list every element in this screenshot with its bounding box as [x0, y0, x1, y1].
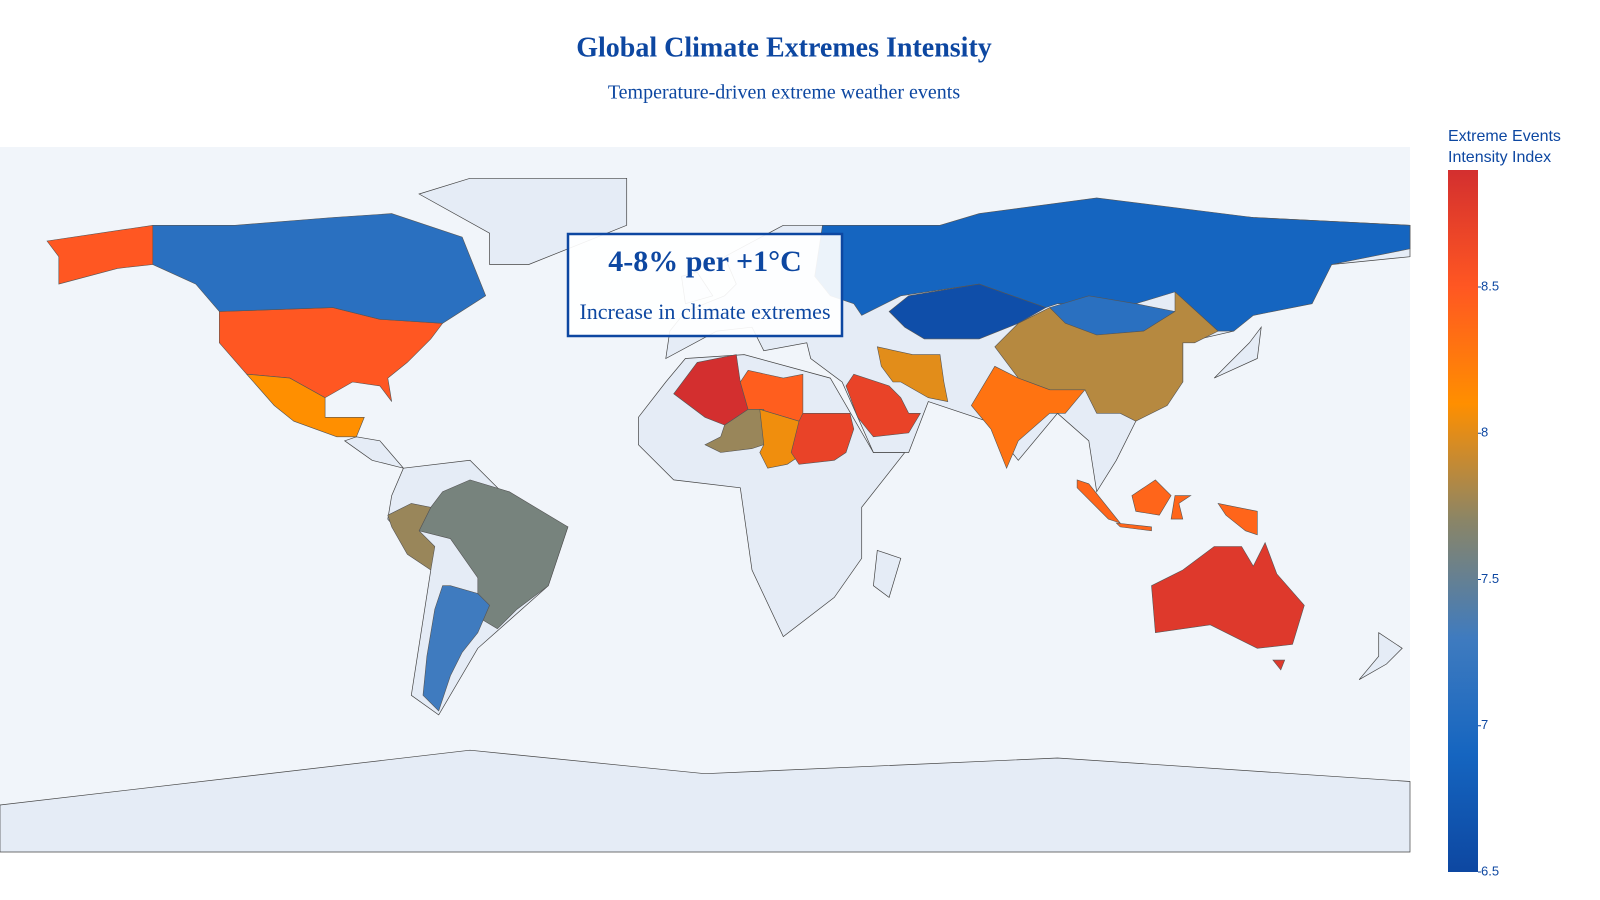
country — [1151, 541, 1305, 671]
country — [704, 409, 765, 453]
country — [790, 413, 855, 465]
colorbar-tick-label: 7 — [1481, 717, 1488, 732]
land — [873, 549, 902, 598]
country — [387, 503, 436, 571]
country — [152, 213, 487, 324]
country — [245, 373, 365, 438]
country — [422, 585, 490, 712]
colorbar-tick-label: 8 — [1481, 425, 1488, 440]
colorbar-tick-label: 8.5 — [1481, 278, 1499, 293]
country — [845, 373, 921, 438]
annotation-text: Increase in climate extremes — [579, 299, 830, 324]
land — [0, 749, 1411, 853]
country — [970, 365, 1086, 469]
colorbar-title: Extreme Events Intensity Index — [1448, 128, 1561, 166]
land — [343, 436, 405, 469]
colorbar-tick-label: 6.5 — [1481, 863, 1499, 878]
land — [1213, 325, 1262, 379]
chart-subtitle: Temperature-driven extreme weather event… — [608, 82, 961, 104]
land — [1358, 632, 1403, 681]
chart-title: Global Climate Extremes Intensity — [576, 32, 992, 63]
colorbar-tick-label: 7.5 — [1481, 571, 1499, 586]
colorbar — [1448, 170, 1478, 872]
country — [814, 197, 1411, 332]
annotation-headline: 4-8% per +1°C — [608, 245, 802, 278]
country — [994, 291, 1219, 422]
country — [1076, 479, 1258, 536]
country — [876, 346, 949, 402]
annotation-box — [566, 232, 844, 338]
